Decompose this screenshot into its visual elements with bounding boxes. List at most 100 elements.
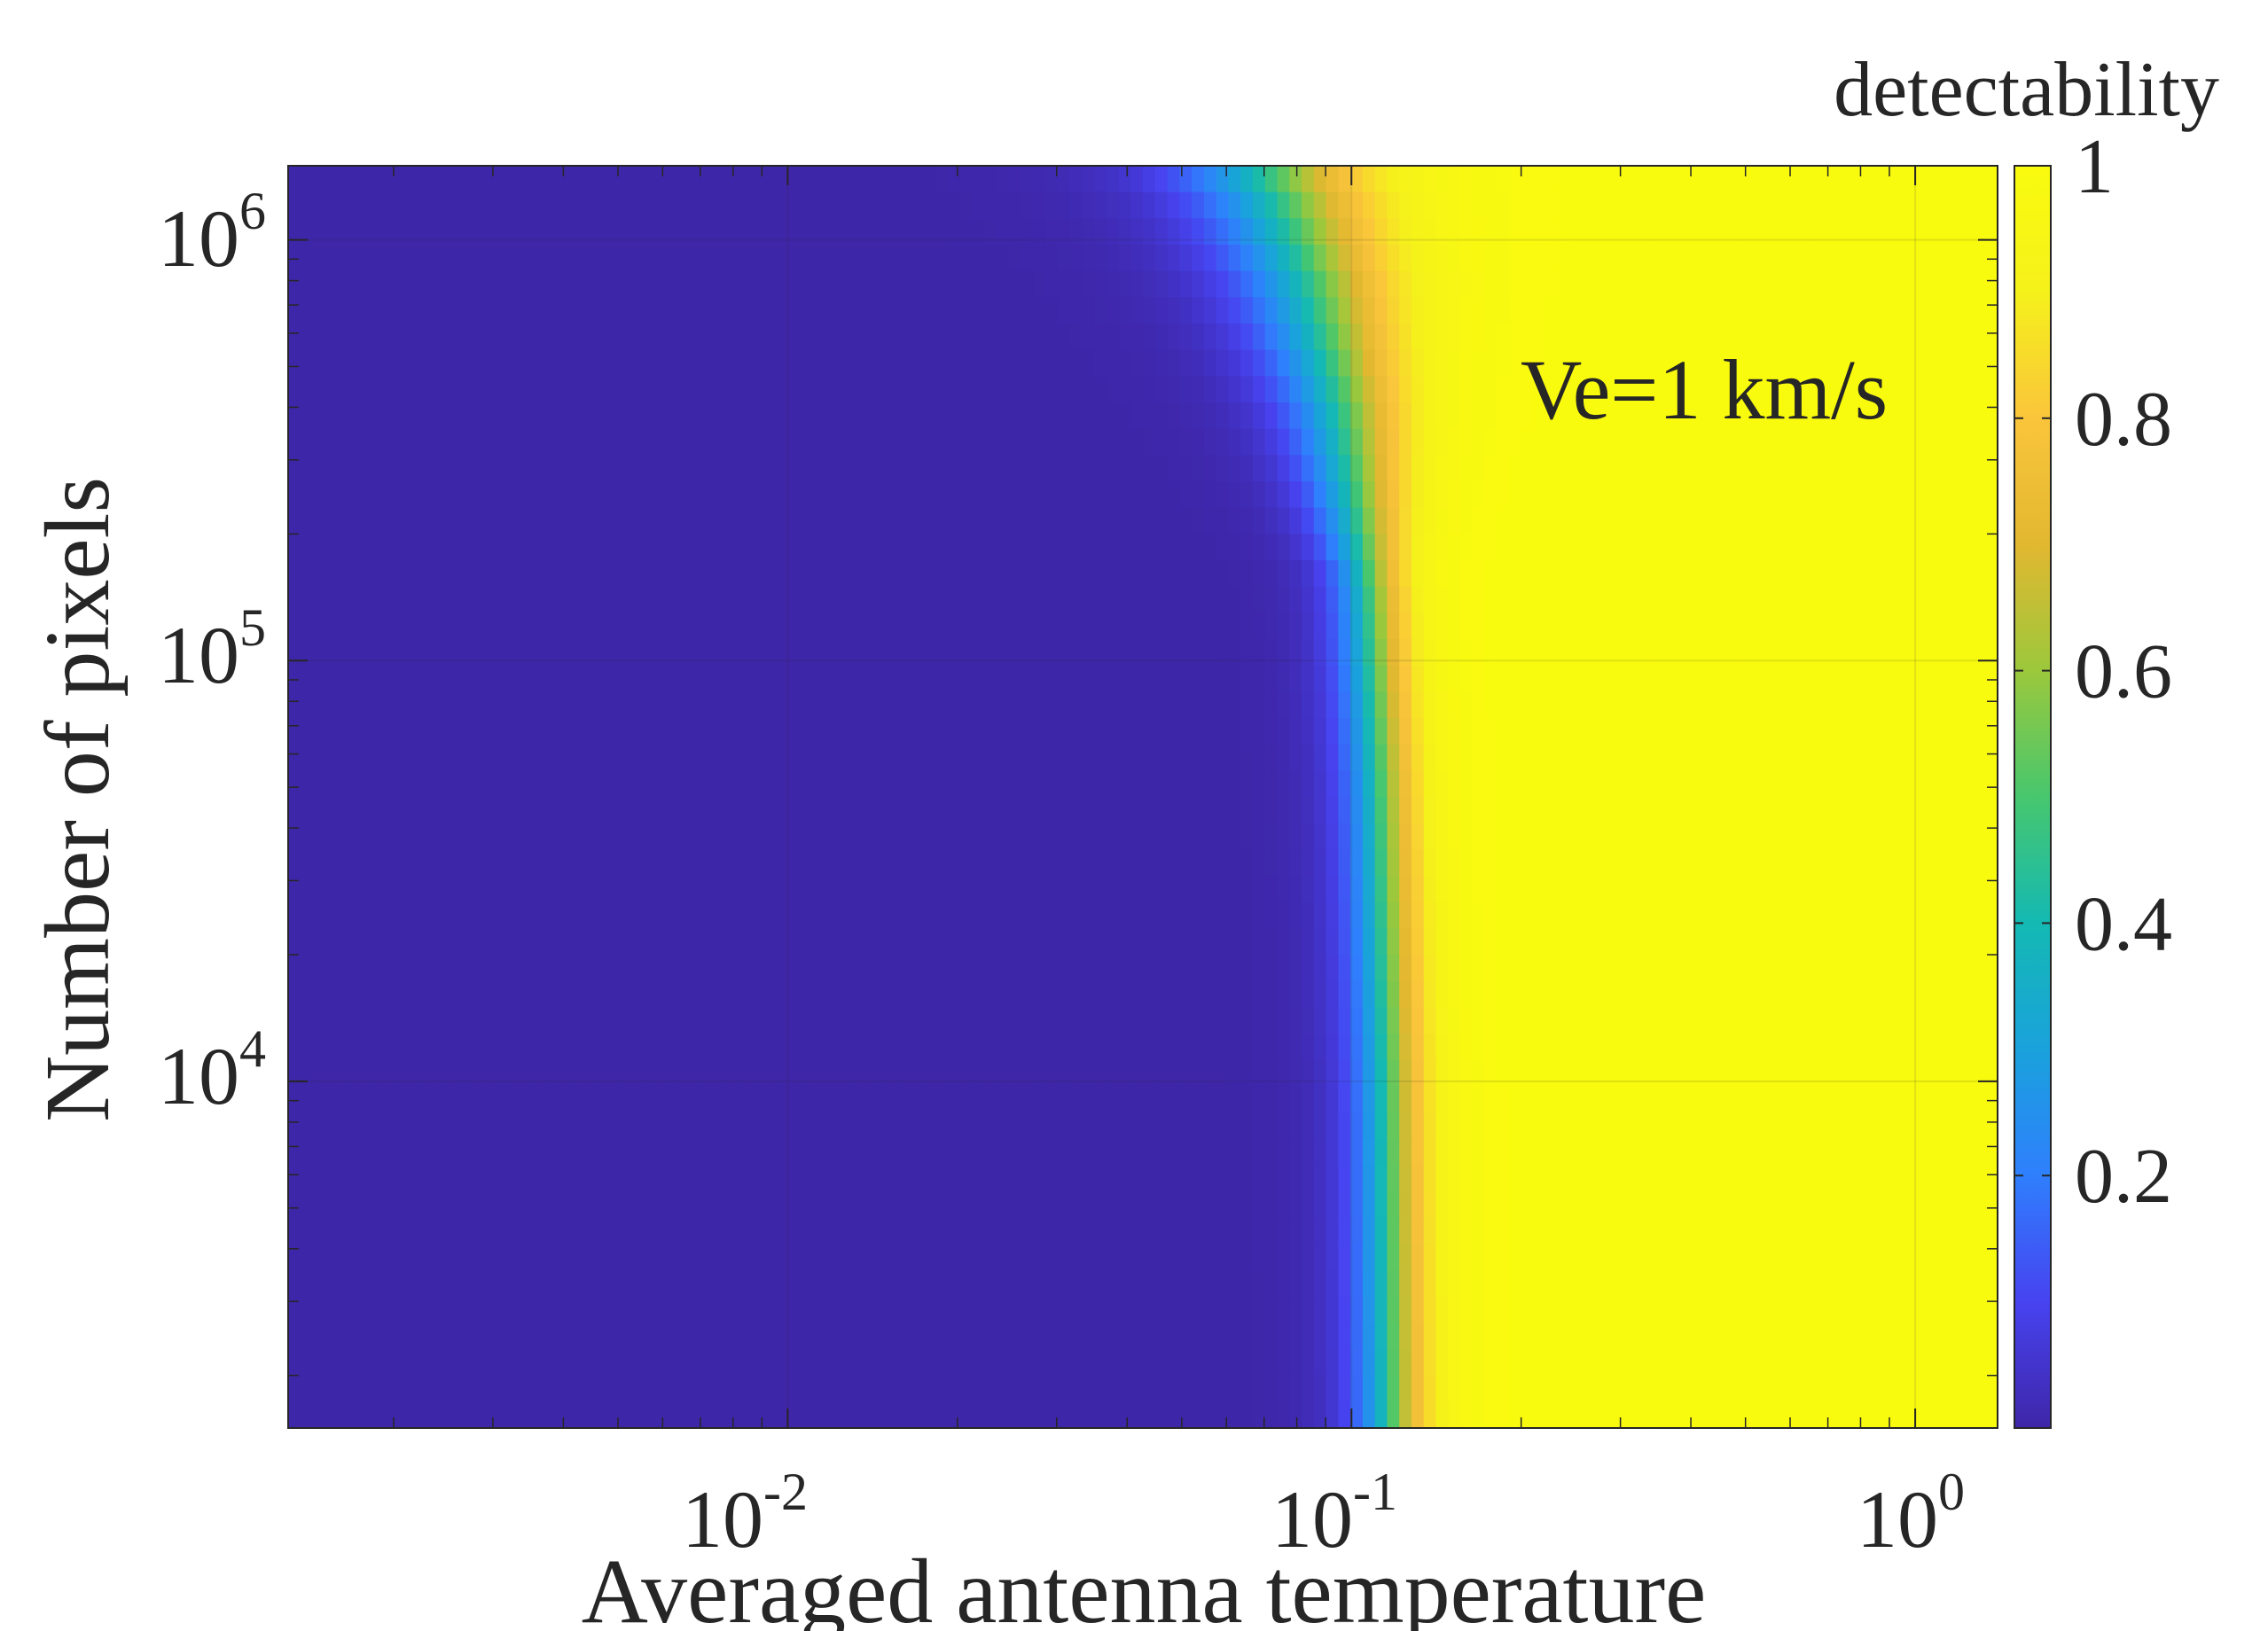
heatmap-cell: [1154, 560, 1169, 588]
heatmap-cell: [959, 980, 973, 1009]
heatmap-cell: [1936, 324, 1950, 351]
heatmap-cell: [666, 402, 680, 430]
heatmap-cell: [312, 876, 326, 903]
heatmap-cell: [996, 744, 1010, 772]
heatmap-cell: [1948, 744, 1962, 772]
heatmap-cell: [1850, 402, 1865, 430]
heatmap-cell: [959, 481, 973, 509]
heatmap-cell: [325, 639, 338, 667]
heatmap-cell: [1509, 481, 1522, 509]
heatmap-cell: [1631, 665, 1645, 693]
heatmap-cell: [1631, 823, 1645, 851]
heatmap-cell: [422, 402, 436, 430]
heatmap-cell: [1374, 349, 1388, 378]
heatmap-cell: [1252, 297, 1266, 324]
heatmap-cell: [1826, 665, 1840, 693]
heatmap-cell: [300, 1086, 314, 1113]
heatmap-cell: [325, 297, 338, 324]
heatmap-cell: [691, 481, 705, 509]
heatmap-cell: [727, 481, 741, 509]
heatmap-cell: [1082, 955, 1095, 982]
heatmap-cell: [630, 455, 644, 482]
heatmap-cell: [348, 797, 363, 824]
heatmap-cell: [1021, 955, 1034, 982]
heatmap-cell: [1704, 876, 1718, 903]
heatmap-cell: [1399, 402, 1412, 430]
heatmap-cell: [617, 534, 631, 561]
heatmap-cell: [532, 270, 545, 299]
heatmap-cell: [1850, 1059, 1865, 1088]
heatmap-cell: [935, 639, 949, 667]
heatmap-cell: [764, 560, 778, 588]
heatmap-cell: [1888, 797, 1901, 824]
heatmap-cell: [996, 1059, 1010, 1088]
heatmap-cell: [716, 402, 729, 430]
heatmap-cell: [1302, 691, 1315, 719]
heatmap-cell: [1899, 270, 1913, 299]
heatmap-cell: [1423, 718, 1437, 745]
heatmap-cell: [410, 876, 424, 903]
heatmap-cell: [1509, 955, 1522, 982]
heatmap-cell: [788, 455, 802, 482]
heatmap-cell: [1778, 349, 1791, 378]
heatmap-cell: [1509, 586, 1522, 614]
heatmap-cell: [1888, 770, 1901, 798]
heatmap-cell: [447, 560, 460, 588]
heatmap-cell: [983, 455, 997, 482]
heatmap-cell: [1021, 245, 1034, 272]
heatmap-cell: [666, 270, 680, 299]
heatmap-cell: [1729, 928, 1742, 956]
heatmap-cell: [422, 586, 436, 614]
heatmap-cell: [1558, 349, 1571, 378]
heatmap-cell: [1399, 297, 1412, 324]
heatmap-cell: [727, 402, 741, 430]
heatmap-cell: [1521, 876, 1535, 903]
heatmap-cell: [1899, 191, 1913, 220]
heatmap-cell: [874, 534, 888, 561]
heatmap-cell: [1594, 718, 1608, 745]
heatmap-cell: [325, 534, 338, 561]
heatmap-cell: [337, 245, 350, 272]
heatmap-cell: [801, 586, 814, 614]
heatmap-cell: [617, 901, 631, 930]
heatmap-cell: [1521, 402, 1535, 430]
heatmap-cell: [716, 639, 729, 667]
heatmap-cell: [911, 1007, 924, 1034]
heatmap-cell: [410, 928, 424, 956]
heatmap-cell: [727, 560, 741, 588]
heatmap-cell: [1252, 980, 1266, 1009]
heatmap-cell: [1521, 376, 1535, 403]
heatmap-cell: [1888, 1034, 1901, 1061]
heatmap-cell: [678, 218, 692, 246]
heatmap-cell: [606, 481, 619, 509]
heatmap-cell: [1399, 428, 1412, 457]
heatmap-cell: [1888, 849, 1901, 877]
heatmap-cell: [1093, 980, 1107, 1009]
heatmap-cell: [972, 560, 985, 588]
heatmap-cell: [1435, 560, 1450, 588]
heatmap-cell: [1192, 376, 1205, 403]
heatmap-cell: [1240, 586, 1254, 614]
heatmap-cell: [1888, 1059, 1901, 1088]
heatmap-cell: [1106, 560, 1120, 588]
heatmap-cell: [1594, 665, 1608, 693]
heatmap-cell: [447, 901, 460, 930]
heatmap-cell: [752, 534, 765, 561]
heatmap-cell: [1264, 349, 1279, 378]
heatmap-cell: [1057, 901, 1071, 930]
heatmap-cell: [862, 166, 875, 193]
heatmap-cell: [288, 507, 301, 535]
heatmap-cell: [1521, 586, 1535, 614]
heatmap-cell: [1814, 718, 1827, 745]
heatmap-cell: [386, 1034, 399, 1061]
heatmap-cell: [1203, 534, 1217, 561]
heatmap-cell: [361, 1059, 375, 1088]
heatmap-cell: [568, 665, 583, 693]
heatmap-cell: [1631, 1034, 1645, 1061]
heatmap-cell: [458, 245, 473, 272]
heatmap-cell: [1143, 560, 1156, 588]
heatmap-cell: [496, 955, 509, 982]
heatmap-cell: [972, 1059, 985, 1088]
heatmap-cell: [874, 376, 888, 403]
heatmap-cell: [1362, 876, 1376, 903]
